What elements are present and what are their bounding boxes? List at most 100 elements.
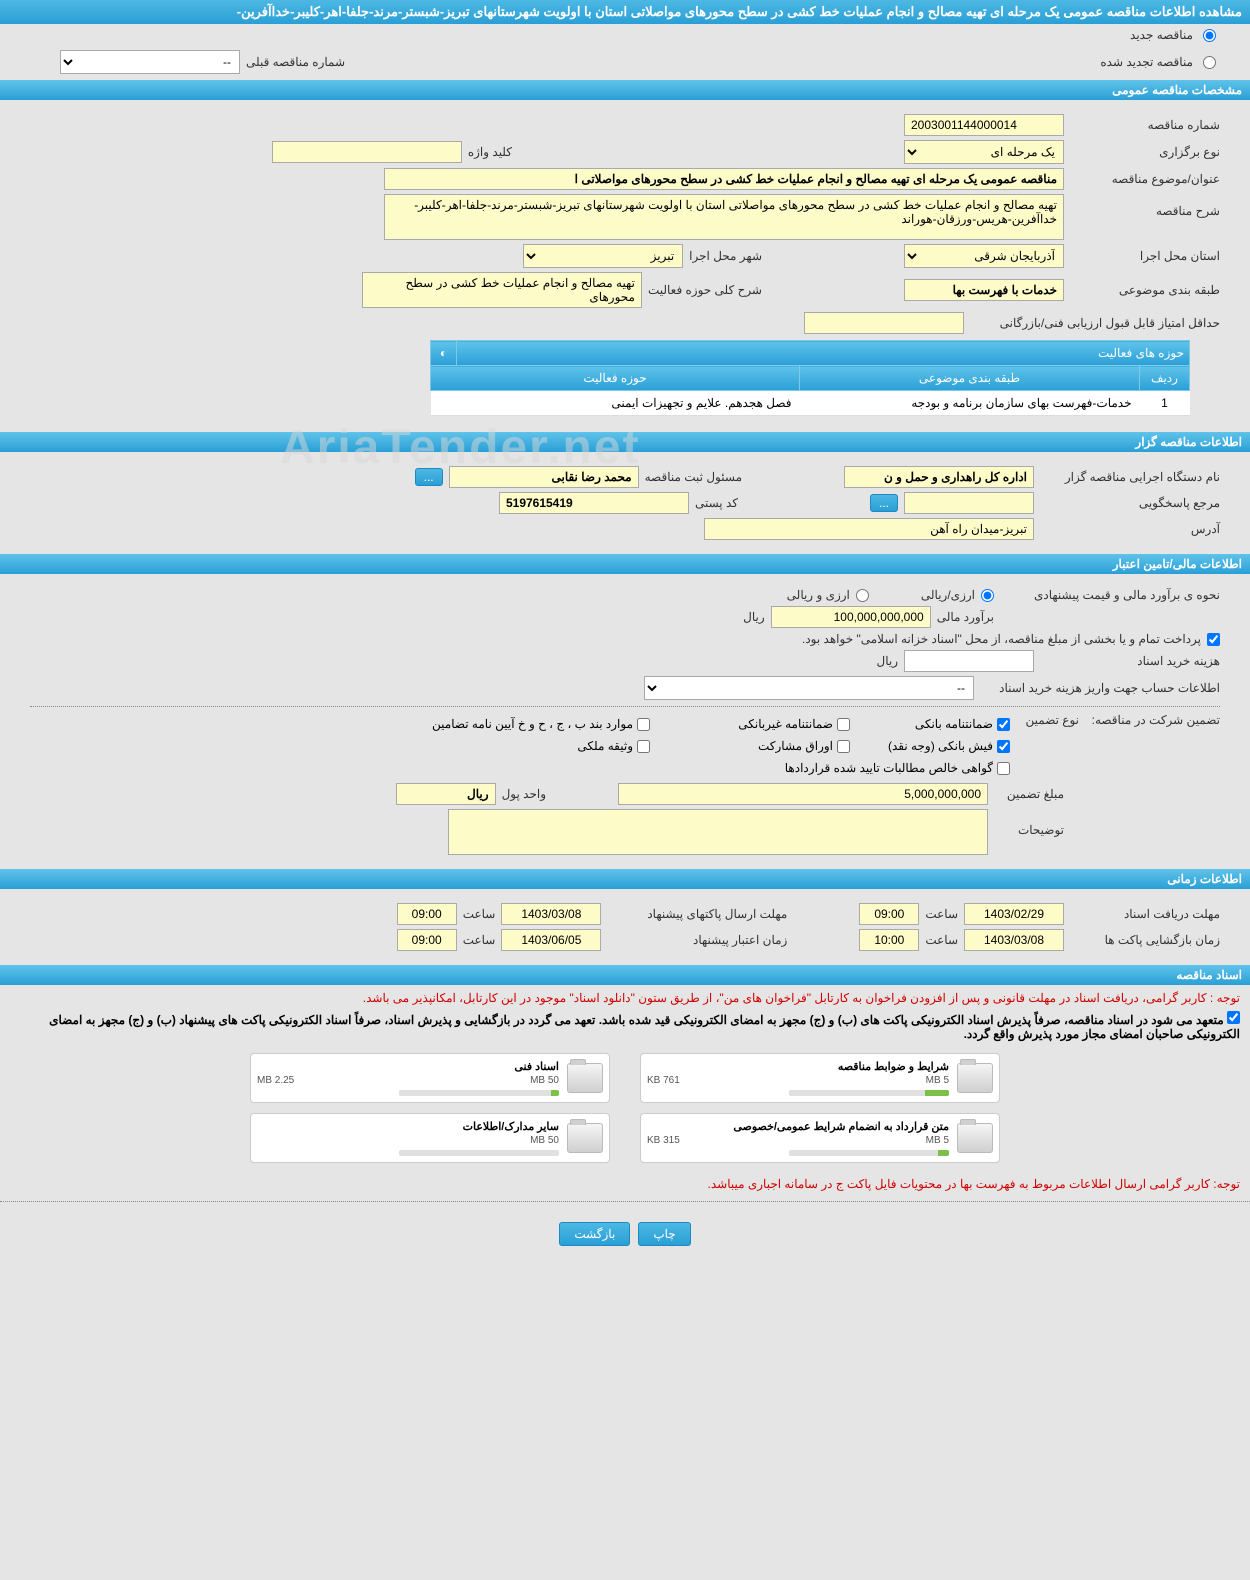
section-time-header: اطلاعات زمانی: [0, 869, 1250, 889]
est-label: برآورد مالی: [937, 610, 994, 624]
resp-value: محمد رضا نقابی: [449, 466, 639, 488]
folder-icon: [957, 1123, 993, 1153]
prev-num-select[interactable]: --: [60, 50, 240, 74]
notes-textarea[interactable]: [448, 809, 988, 855]
unit-value: ریال: [396, 783, 496, 805]
doc3-used: 315 KB: [647, 1135, 680, 1146]
cell-scope: فصل هجدهم. علایم و تجهیزات ایمنی: [431, 391, 800, 416]
progress-bar: [399, 1150, 559, 1156]
col-row: ردیف: [1140, 366, 1190, 391]
t2-hour-label: ساعت: [463, 907, 496, 921]
cb-g6[interactable]: [637, 740, 650, 753]
divider: [0, 1201, 1250, 1202]
org-value: اداره کل راهداری و حمل و ن: [844, 466, 1034, 488]
province-label: استان محل اجرا: [1070, 249, 1220, 263]
province-select[interactable]: آذربایجان شرقی: [904, 244, 1064, 268]
category-value: خدمات با فهرست بها: [904, 279, 1064, 301]
radio-curr2[interactable]: [856, 589, 869, 602]
ref-input[interactable]: [904, 492, 1034, 514]
radio-renewed[interactable]: [1203, 56, 1216, 69]
city-label: شهر محل اجرا: [689, 249, 762, 263]
g6-label: وثیقه ملکی: [577, 739, 633, 753]
type-select[interactable]: یک مرحله ای: [904, 140, 1064, 164]
ellipsis-button-1[interactable]: ...: [415, 468, 443, 486]
city-select[interactable]: تبریز: [523, 244, 683, 268]
type-label: نوع برگزاری: [1070, 145, 1220, 159]
col-cat: طبقه بندی موضوعی: [800, 366, 1140, 391]
radio-renewed-label: مناقصه تجدید شده: [1100, 55, 1193, 69]
addr-label: آدرس: [1040, 522, 1220, 536]
doc-fee-input[interactable]: [904, 650, 1034, 672]
t1-label: مهلت دریافت اسناد: [1070, 907, 1220, 921]
keyword-input[interactable]: [272, 141, 462, 163]
page-title: مشاهده اطلاعات مناقصه عمومی یک مرحله ای …: [0, 0, 1250, 24]
commit-checkbox[interactable]: [1227, 1011, 1240, 1024]
doc-item-2[interactable]: اسناد فنی 50 MB 2.25 MB: [250, 1053, 610, 1103]
t3-hour-label: ساعت: [925, 933, 958, 947]
doc-item-3[interactable]: متن قرارداد به انضمام شرایط عمومی/خصوصی …: [640, 1113, 1000, 1163]
section-fin-header: اطلاعات مالی/تامین اعتبار: [0, 554, 1250, 574]
folder-icon: [957, 1063, 993, 1093]
treasury-note: پرداخت تمام و یا بخشی از مبلغ مناقصه، از…: [802, 632, 1201, 646]
min-score-input[interactable]: [804, 312, 964, 334]
table-row: 1 خدمات-فهرست بهای سازمان برنامه و بودجه…: [431, 391, 1190, 416]
t2-date: 1403/03/08: [501, 903, 601, 925]
ellipsis-button-2[interactable]: ...: [870, 494, 898, 512]
doc2-cap: 50 MB: [530, 1075, 559, 1086]
postal-label: کد پستی: [695, 496, 738, 510]
cell-cat: خدمات-فهرست بهای سازمان برنامه و بودجه: [800, 391, 1140, 416]
doc2-used: 2.25 MB: [257, 1075, 294, 1086]
docs-notice-3: توجه: کاربر گرامی ارسال اطلاعات مربوط به…: [0, 1173, 1250, 1195]
print-button[interactable]: چاپ: [638, 1222, 690, 1246]
cb-g2[interactable]: [837, 718, 850, 731]
t4-date: 1403/06/05: [501, 929, 601, 951]
cb-g1[interactable]: [997, 718, 1010, 731]
ref-label: مرجع پاسخگویی: [1040, 496, 1220, 510]
guarantee-type-label: نوع تضمین: [1016, 713, 1079, 727]
rial-2: ریال: [876, 654, 898, 668]
section-org-header: اطلاعات مناقصه گزار: [0, 432, 1250, 452]
doc-item-4[interactable]: سایر مدارک/اطلاعات 50 MB: [250, 1113, 610, 1163]
curr1-label: ارزی/ریالی: [921, 588, 975, 602]
doc-item-1[interactable]: شرایط و ضوابط مناقصه 5 MB761 KB: [640, 1053, 1000, 1103]
cb-g7[interactable]: [997, 762, 1010, 775]
num-label: شماره مناقصه: [1070, 118, 1220, 132]
cb-g5[interactable]: [837, 740, 850, 753]
cb-g4[interactable]: [997, 740, 1010, 753]
docs-notice-2: متعهد می شود در اسناد مناقصه، صرفاً پذیر…: [0, 1009, 1250, 1043]
progress-bar: [789, 1150, 949, 1156]
progress-bar: [789, 1090, 949, 1096]
doc3-title: متن قرارداد به انضمام شرایط عمومی/خصوصی: [647, 1120, 949, 1133]
doc1-cap: 5 MB: [926, 1075, 949, 1086]
g5-label: اوراق مشارکت: [758, 739, 833, 753]
table-corner-icon[interactable]: ◐: [431, 341, 457, 366]
t1-hour-label: ساعت: [925, 907, 958, 921]
g4-label: فیش بانکی (وجه نقد): [888, 739, 993, 753]
title-value: مناقصه عمومی یک مرحله ای تهیه مصالح و ان…: [384, 168, 1064, 190]
t1-hour: 09:00: [859, 903, 919, 925]
num-value: 2003001144000014: [904, 114, 1064, 136]
cb-g3[interactable]: [637, 718, 650, 731]
org-label: نام دستگاه اجرایی مناقصه گزار: [1040, 470, 1220, 484]
doc1-title: شرایط و ضوابط مناقصه: [647, 1060, 949, 1073]
doc4-cap: 50 MB: [530, 1135, 559, 1146]
g1-label: ضمانتنامه بانکی: [915, 717, 993, 731]
section-general-header: مشخصات مناقصه عمومی: [0, 80, 1250, 100]
back-button[interactable]: بازگشت: [559, 1222, 630, 1246]
scope-label: شرح کلی حوزه فعالیت: [648, 283, 762, 297]
doc4-title: سایر مدارک/اطلاعات: [257, 1120, 559, 1133]
radio-curr1[interactable]: [981, 589, 994, 602]
t2-label: مهلت ارسال پاکتهای پیشنهاد: [607, 907, 787, 921]
docs-notice-1: توجه : کاربر گرامی، دریافت اسناد در مهلت…: [0, 987, 1250, 1009]
keyword-label: کلید واژه: [468, 145, 512, 159]
folder-icon: [567, 1063, 603, 1093]
radio-new[interactable]: [1203, 29, 1216, 42]
t4-label: زمان اعتبار پیشنهاد: [607, 933, 787, 947]
acct-select[interactable]: --: [644, 676, 974, 700]
doc2-title: اسناد فنی: [257, 1060, 559, 1073]
g3-label: موارد بند ب ، ج ، ح و خ آیین نامه تضامین: [432, 717, 633, 731]
treasury-checkbox[interactable]: [1207, 633, 1220, 646]
acct-label: اطلاعات حساب جهت واریز هزینه خرید اسناد: [980, 681, 1220, 695]
doc-fee-label: هزینه خرید اسناد: [1040, 654, 1220, 668]
desc-label: شرح مناقصه: [1070, 194, 1220, 218]
